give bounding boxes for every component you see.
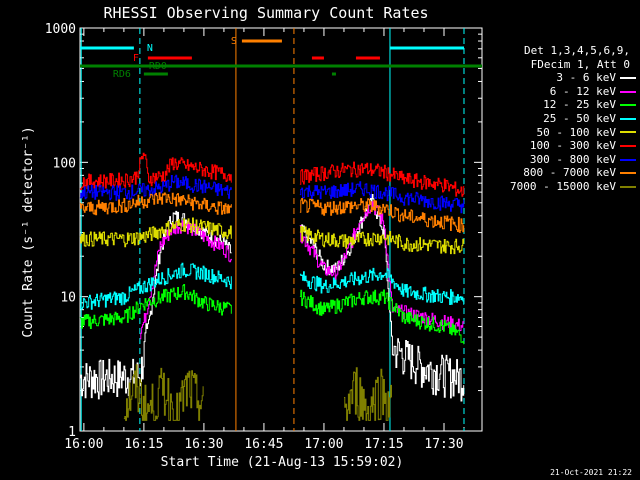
chart-title: RHESSI Observing Summary Count Rates <box>103 4 428 22</box>
series-line-0 <box>299 194 465 402</box>
plot-frame <box>79 27 483 432</box>
legend-entry: 7000 - 15000 keV <box>470 180 636 194</box>
legend-entry: 50 - 100 keV <box>470 126 636 140</box>
x-tick-label: 16:15 <box>124 437 163 452</box>
series-line-5 <box>79 152 232 190</box>
x-tick-label: 17:00 <box>304 437 343 452</box>
x-tick-label: 16:30 <box>184 437 223 452</box>
legend-label: 6 - 12 keV <box>549 84 616 98</box>
series-line-6 <box>299 181 465 214</box>
y-tick-label: 1 <box>68 425 76 440</box>
legend-entry: 300 - 800 keV <box>470 153 636 167</box>
legend-header-line-1: Det 1,3,4,5,6,9, <box>524 44 630 57</box>
legend-entry: 800 - 7000 keV <box>470 166 636 180</box>
flag-label-f: F <box>133 53 139 64</box>
series-line-4 <box>299 226 465 255</box>
series-line-8 <box>123 364 204 421</box>
legend-label: 25 - 50 keV <box>543 111 616 125</box>
series-line-4 <box>79 217 232 248</box>
series-line-3 <box>79 262 232 310</box>
legend-label: 7000 - 15000 keV <box>510 179 616 193</box>
y-tick-label: 10 <box>60 291 76 306</box>
legend-label: 50 - 100 keV <box>536 125 616 139</box>
legend-swatch <box>620 144 636 147</box>
legend-label: 12 - 25 keV <box>543 98 616 112</box>
x-tick-label: 16:45 <box>244 437 283 452</box>
series-line-7 <box>299 198 465 233</box>
legend-entry: 6 - 12 keV <box>470 85 636 99</box>
legend-label: 3 - 6 keV <box>556 71 616 85</box>
series-line-5 <box>299 161 465 197</box>
legend-label: 300 - 800 keV <box>529 152 616 166</box>
series-line-2 <box>299 289 465 345</box>
legend-swatch <box>620 131 636 134</box>
legend-header-line-2: FDecim 1, Att 0 <box>530 57 630 71</box>
legend-label: 800 - 7000 keV <box>523 166 616 180</box>
series-line-6 <box>79 174 232 201</box>
flag-label-s: S <box>231 36 237 47</box>
legend-entry: 12 - 25 keV <box>470 98 636 112</box>
legend-swatch <box>620 185 636 188</box>
legend-swatch <box>620 76 636 79</box>
legend-swatch <box>620 104 636 107</box>
flag-label-rd0: RD0 <box>149 61 167 72</box>
x-tick-label: 17:15 <box>364 437 403 452</box>
plot-area: 1 10 100 1000 16:00 16:15 16:30 16:45 17:00 17:15… <box>45 22 483 452</box>
legend-label: 100 - 300 keV <box>529 139 616 153</box>
y-tick-label: 100 <box>53 156 76 171</box>
legend-swatch <box>620 90 636 93</box>
x-axis-label: Start Time (21-Aug-13 15:59:02) <box>161 455 404 470</box>
legend-entry: 100 - 300 keV <box>470 139 636 153</box>
timestamp-stamp: 21-Oct-2021 21:22 <box>550 468 632 477</box>
legend-entry: 3 - 6 keV <box>470 71 636 85</box>
series-line-8 <box>344 367 392 421</box>
flag-label-n: N <box>147 43 153 54</box>
y-tick-label: 1000 <box>45 22 76 37</box>
y-axis-label: Count Rate (s⁻¹ detector⁻¹) <box>21 126 36 337</box>
series-line-2 <box>79 284 232 329</box>
series-line-3 <box>299 267 465 305</box>
series-line-7 <box>79 192 232 216</box>
legend-swatch <box>620 172 636 175</box>
flag-label-rd6: RD6 <box>113 69 131 80</box>
x-tick-label: 16:00 <box>64 437 103 452</box>
legend-entry: 25 - 50 keV <box>470 112 636 126</box>
legend: Det 1,3,4,5,6,9, FDecim 1, Att 0 3 - 6 k… <box>470 44 636 194</box>
legend-swatch <box>620 117 636 120</box>
legend-swatch <box>620 158 636 161</box>
series-line-1 <box>299 201 465 332</box>
x-tick-label: 17:30 <box>424 437 463 452</box>
